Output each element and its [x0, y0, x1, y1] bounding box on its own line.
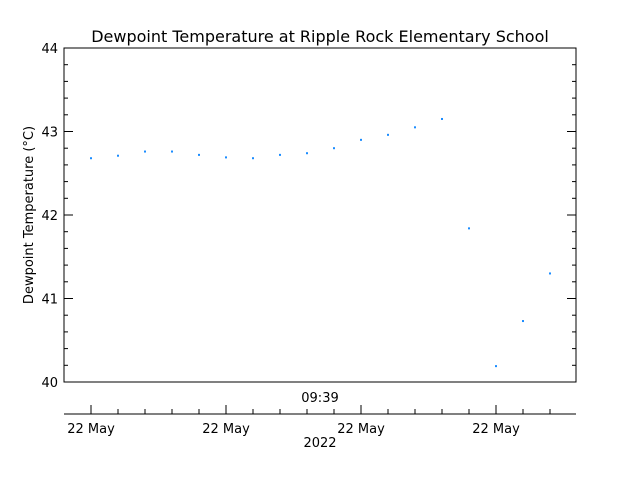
x-tick-label: 22 May — [337, 422, 385, 437]
data-point — [441, 117, 443, 120]
data-point — [468, 227, 470, 230]
time-label: 09:39 — [301, 391, 338, 406]
data-points — [90, 117, 551, 368]
y-tick-label: 43 — [41, 126, 58, 141]
data-point — [549, 272, 551, 275]
x-axis-labels: 22 May 22 May 22 May 22 May — [67, 422, 520, 437]
data-point — [306, 152, 308, 155]
data-point — [360, 138, 362, 141]
data-point — [198, 153, 200, 156]
data-point — [171, 150, 173, 153]
data-point — [333, 147, 335, 150]
y-tick-label: 40 — [41, 376, 58, 391]
x-tick-label: 22 May — [472, 422, 520, 437]
data-point — [90, 157, 92, 160]
data-point — [252, 157, 254, 160]
x-tick-label: 22 May — [202, 422, 250, 437]
data-point — [117, 154, 119, 157]
year-label: 2022 — [303, 436, 336, 451]
y-axis-ticks — [64, 47, 576, 383]
data-point — [414, 126, 416, 129]
y-tick-label: 41 — [41, 293, 58, 308]
chart-title: Dewpoint Temperature at Ripple Rock Elem… — [91, 27, 549, 46]
y-tick-label: 42 — [41, 209, 58, 224]
data-point — [279, 153, 281, 156]
data-point — [387, 133, 389, 136]
data-point — [225, 156, 227, 159]
data-point — [522, 320, 524, 323]
y-axis-labels: 40 41 42 43 44 — [41, 42, 58, 391]
y-axis-label: Dewpoint Temperature (°C) — [22, 126, 37, 304]
data-point — [144, 150, 146, 153]
x-tick-label: 22 May — [67, 422, 115, 437]
data-point — [495, 365, 497, 368]
plot-frame — [63, 47, 577, 383]
y-tick-label: 44 — [41, 42, 58, 57]
x-axis-ticks — [90, 405, 551, 414]
